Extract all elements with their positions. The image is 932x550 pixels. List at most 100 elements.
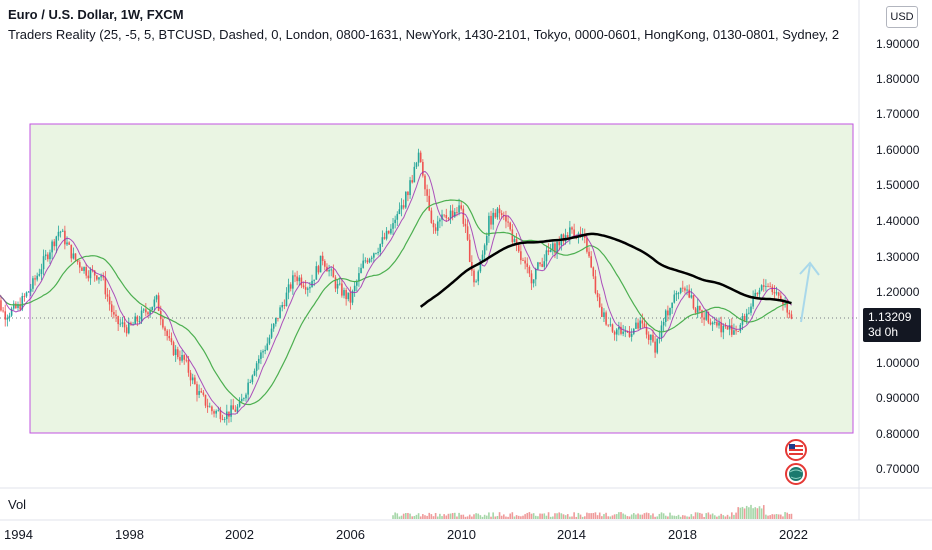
volume-bar (479, 515, 482, 519)
volume-bar (707, 512, 710, 519)
candle-body (411, 180, 413, 183)
candle-body (573, 229, 575, 237)
candle-body (490, 215, 492, 225)
candle-body (375, 253, 377, 254)
candle-body (260, 352, 262, 359)
volume-bar (581, 516, 584, 519)
candle-body (722, 325, 725, 333)
projection-arrow[interactable] (799, 261, 820, 323)
candle-body (21, 296, 24, 310)
candle-body (172, 342, 175, 356)
volume-label[interactable]: Vol (8, 497, 27, 512)
volume-bar (775, 514, 778, 519)
candle-body (669, 308, 671, 316)
candle-body (234, 409, 237, 412)
candle-body (151, 306, 154, 310)
currency-button[interactable]: USD (886, 6, 918, 28)
candle-body (142, 309, 145, 311)
price-tick: 1.50000 (876, 178, 920, 192)
candle-body (355, 281, 358, 286)
volume-bar (731, 512, 733, 519)
candle-body (756, 292, 759, 295)
price-tick: 1.00000 (876, 356, 920, 370)
candle-body (654, 341, 656, 353)
candle-body (451, 210, 454, 217)
volume-bar (773, 514, 776, 519)
volume-bar (488, 512, 490, 519)
candle-body (611, 324, 614, 332)
candle-body (66, 242, 68, 245)
price-tick: 1.60000 (876, 143, 920, 157)
candle-body (696, 305, 699, 313)
candle-body (711, 322, 714, 325)
volume-bar (462, 514, 465, 519)
candle-body (332, 269, 335, 278)
time-tick: 2018 (668, 527, 697, 542)
volume-bar (490, 516, 492, 519)
volume-bar (405, 513, 407, 519)
candle-body (750, 306, 752, 313)
indicator-legend[interactable]: Traders Reality (25, -5, 5, BTCUSD, Dash… (8, 27, 840, 42)
time-tick: 2010 (447, 527, 476, 542)
candle-body (713, 322, 716, 323)
volume-bar (630, 514, 633, 519)
candle-body (2, 310, 4, 312)
candle-body (328, 269, 330, 272)
volume-bar (426, 515, 428, 519)
candle-body (42, 256, 45, 270)
candle-body (762, 285, 765, 287)
volume-bar (688, 516, 690, 519)
candle-body (358, 273, 360, 282)
candle-body (208, 406, 211, 408)
candle-body (439, 219, 441, 222)
candle-body (81, 267, 83, 271)
candle-body (434, 227, 437, 231)
volume-bar (492, 512, 494, 519)
candle-body (520, 251, 522, 261)
volume-bar (611, 515, 614, 519)
range-rectangle[interactable] (29, 123, 854, 434)
candle-body (132, 324, 134, 325)
volume-bar (500, 515, 503, 519)
candle-body (569, 227, 571, 239)
volume-bar (713, 515, 716, 519)
candle-body (336, 283, 339, 289)
candle-body (466, 226, 469, 240)
volume-bar (447, 513, 450, 519)
candle-body (417, 152, 420, 163)
volume-bar (686, 516, 688, 519)
candle-body (249, 382, 252, 383)
volume-bar (522, 515, 524, 519)
candle-body (790, 314, 793, 319)
candle-body (106, 294, 109, 297)
candle-body (528, 266, 531, 274)
candle-body (38, 274, 41, 276)
candle-body (607, 324, 610, 326)
candle-body (279, 307, 281, 319)
volume-bar (682, 515, 684, 519)
moving-average-green (0, 199, 792, 406)
us-flag-event-icon[interactable] (785, 439, 807, 461)
candle-body (200, 391, 203, 393)
candle-body (596, 293, 599, 298)
symbol-title[interactable]: Euro / U.S. Dollar, 1W, FXCM (8, 7, 184, 22)
candle-body (136, 316, 139, 322)
candle-body (217, 410, 220, 412)
candle-body (390, 228, 392, 234)
candle-body (296, 276, 298, 282)
candle-body (36, 275, 38, 280)
globe-event-icon[interactable] (785, 463, 807, 485)
candle-body (334, 277, 337, 289)
volume-bar (577, 512, 580, 519)
volume-bar (394, 512, 396, 519)
volume-bar (645, 512, 648, 519)
candle-body (454, 212, 456, 217)
time-tick: 1998 (115, 527, 144, 542)
candle-body (609, 324, 612, 326)
volume-bar (735, 512, 737, 519)
candle-body (690, 295, 693, 298)
price-tick: 1.30000 (876, 250, 920, 264)
volume-bar (765, 514, 767, 519)
candle-body (349, 292, 352, 303)
